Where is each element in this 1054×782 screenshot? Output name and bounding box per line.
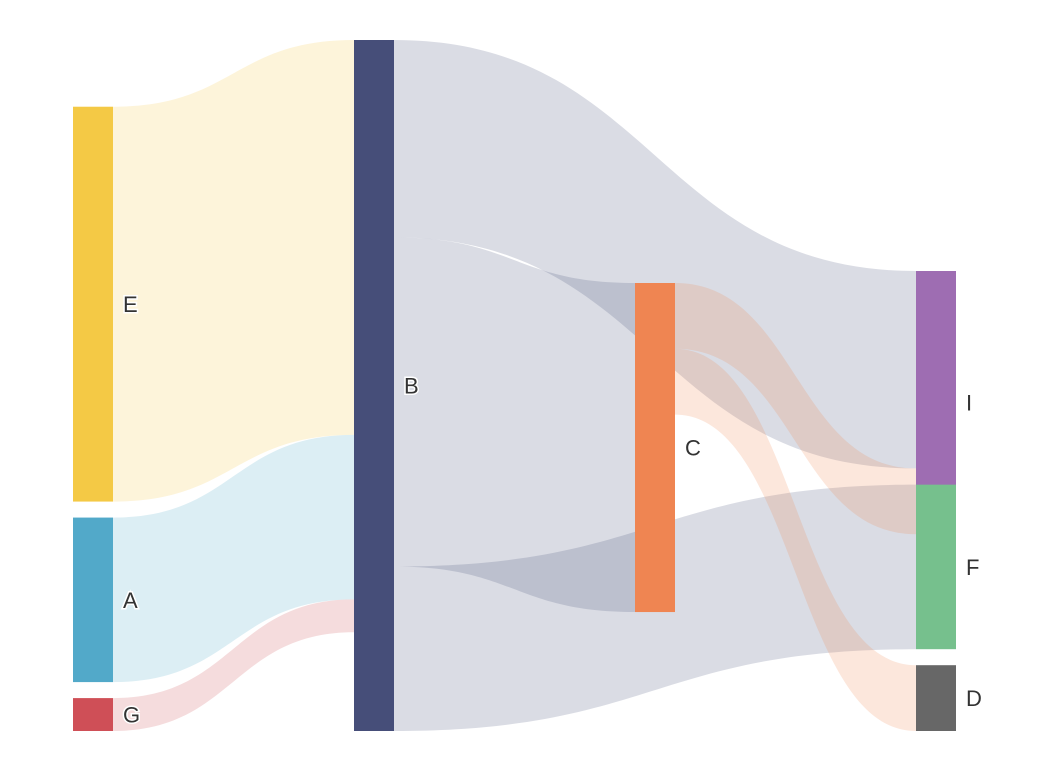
link-C-I[interactable]: [675, 283, 916, 535]
node-label-F: F: [966, 555, 979, 580]
node-B[interactable]: [354, 40, 394, 731]
link-C-D[interactable]: [675, 348, 916, 731]
labels-layer: E A G B C I F D: [122, 291, 984, 729]
node-label-G: G: [123, 703, 140, 728]
link-E-B[interactable]: [113, 40, 354, 502]
node-label-E: E: [123, 292, 138, 317]
link-B-I[interactable]: [394, 40, 916, 469]
node-label-B: B: [404, 374, 419, 399]
node-D[interactable]: [916, 665, 956, 731]
node-A[interactable]: [73, 517, 113, 683]
link-G-B[interactable]: [113, 599, 354, 731]
node-C[interactable]: [635, 283, 675, 613]
link-A-B[interactable]: [113, 434, 354, 683]
node-F[interactable]: [916, 484, 956, 650]
link-B-C[interactable]: [394, 237, 635, 613]
node-G[interactable]: [73, 698, 113, 731]
node-label-D: D: [966, 686, 982, 711]
node-E[interactable]: [73, 106, 113, 502]
links-layer: [113, 40, 916, 731]
node-label-I: I: [966, 391, 972, 416]
nodes-layer: [73, 40, 956, 731]
node-label-A: A: [123, 588, 138, 613]
node-label-C: C: [685, 436, 701, 461]
